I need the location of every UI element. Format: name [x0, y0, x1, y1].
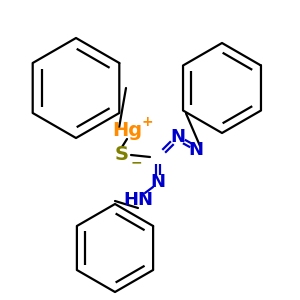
- Text: Hg: Hg: [112, 121, 142, 140]
- Text: −: −: [130, 155, 142, 169]
- Text: +: +: [141, 115, 153, 129]
- Text: S: S: [115, 146, 129, 164]
- Text: N: N: [170, 128, 185, 146]
- Text: HN: HN: [123, 191, 153, 209]
- Text: N: N: [188, 141, 203, 159]
- Text: N: N: [151, 173, 166, 191]
